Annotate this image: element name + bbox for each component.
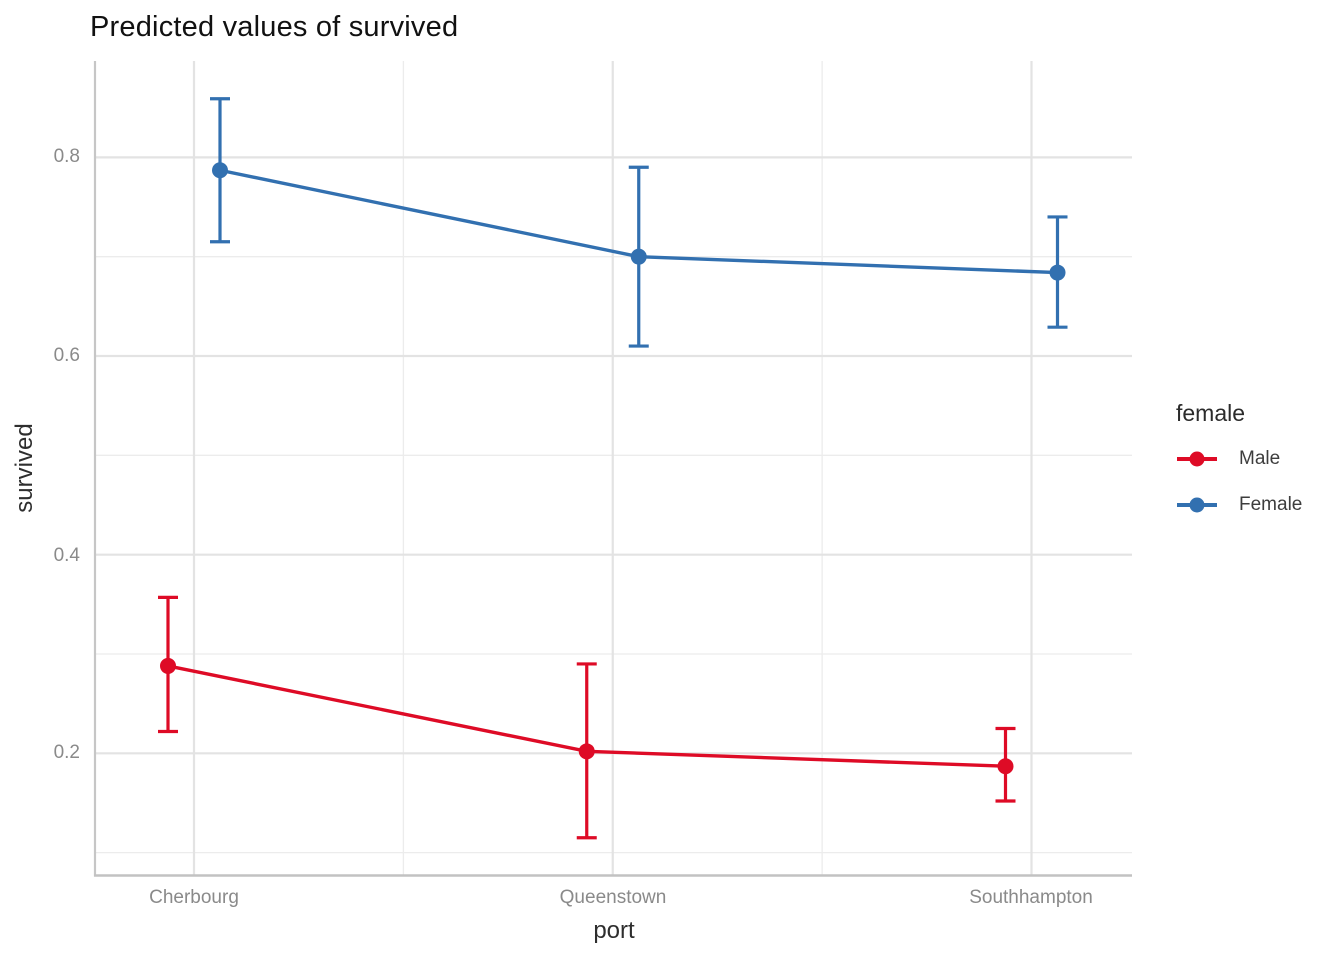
data-point-male [578, 743, 595, 760]
x-tick-label: Southhampton [969, 887, 1093, 908]
legend-item-label: Female [1239, 494, 1303, 515]
y-tick-label: 0.2 [53, 742, 80, 763]
x-tick-label: Cherbourg [149, 887, 239, 908]
legend-item-label: Male [1239, 448, 1281, 469]
y-tick-label: 0.8 [53, 146, 80, 167]
legend-key-icon [1177, 451, 1217, 467]
x-tick-label: Queenstown [559, 887, 667, 908]
data-point-male [997, 758, 1014, 775]
legend: female Male Female [1176, 400, 1302, 541]
legend-item-female: Female [1176, 494, 1303, 515]
chart-title: Predicted values of survived [90, 11, 459, 43]
data-point-female [630, 248, 647, 265]
y-tick-label: 0.6 [53, 345, 80, 366]
data-point-male [160, 657, 176, 674]
x-axis-label: port [593, 917, 635, 944]
legend-title: female [1176, 400, 1246, 426]
y-tick-label: 0.4 [53, 545, 80, 566]
legend-key-icon [1177, 497, 1217, 513]
data-point-female [212, 162, 228, 179]
legend-item-male: Male [1176, 448, 1302, 469]
data-point-female [1049, 264, 1066, 281]
y-axis-label: survived [11, 423, 38, 513]
